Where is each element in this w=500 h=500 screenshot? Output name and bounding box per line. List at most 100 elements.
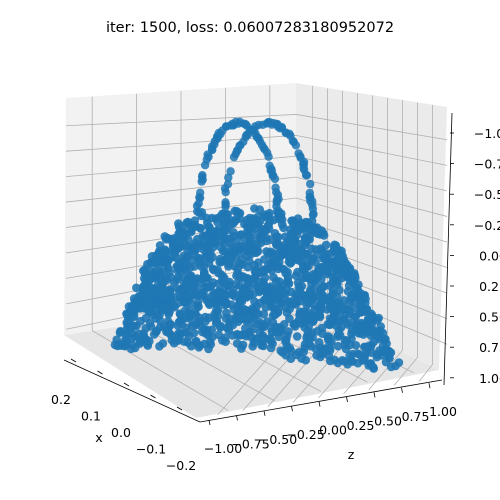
- scatter-point: [387, 348, 396, 357]
- scatter-point: [359, 330, 368, 339]
- z-tick-mark: [264, 411, 265, 416]
- scatter-point: [216, 228, 225, 237]
- scatter-point: [334, 342, 343, 351]
- scatter-point: [278, 348, 287, 357]
- scatter-point: [306, 180, 314, 188]
- scatter-point: [220, 240, 229, 249]
- scatter-point: [216, 213, 225, 222]
- scatter-point: [271, 175, 279, 183]
- scatter-point: [349, 297, 358, 306]
- scatter-point: [183, 291, 192, 300]
- scatter-point: [238, 255, 247, 264]
- scatter-point: [178, 315, 187, 324]
- scatter-point: [339, 315, 348, 324]
- scatter-point: [184, 252, 193, 261]
- scatter-point: [293, 332, 302, 341]
- scatter-point: [189, 284, 198, 293]
- scatter-point: [225, 278, 234, 287]
- scatter-point: [303, 171, 311, 179]
- scatter-point: [232, 243, 241, 252]
- scatter-point: [142, 314, 151, 323]
- scatter-point: [127, 313, 136, 322]
- scatter-point: [150, 268, 159, 277]
- scatter-point: [309, 211, 317, 219]
- scatter-point: [267, 261, 276, 270]
- scatter-point: [172, 336, 181, 345]
- scatter-point: [285, 253, 294, 262]
- scatter-point: [375, 346, 384, 355]
- scatter-point: [382, 358, 391, 367]
- scatter-point: [324, 320, 333, 329]
- scatter-point: [266, 334, 275, 343]
- scatter-point: [275, 277, 284, 286]
- scatter-point: [330, 241, 339, 250]
- scatter-point: [153, 259, 162, 268]
- scatter-point: [292, 300, 301, 309]
- scatter-point: [261, 213, 270, 222]
- scatter-point: [213, 288, 222, 297]
- scatter-point: [127, 322, 136, 331]
- scatter-point: [166, 289, 175, 298]
- scatter-point: [136, 337, 145, 346]
- scatter-point: [272, 328, 281, 337]
- scatter-point: [130, 301, 139, 310]
- scatter-point: [353, 349, 362, 358]
- v-tick-label: −0.50: [474, 187, 500, 202]
- scatter-point: [284, 237, 293, 246]
- scatter-point: [259, 342, 268, 351]
- scatter-point: [192, 337, 201, 346]
- scatter-point: [261, 273, 270, 282]
- scatter-point: [299, 265, 308, 274]
- v-tick-label: −1.00: [474, 126, 500, 141]
- scatter-point: [319, 283, 328, 292]
- scatter-point: [326, 344, 335, 353]
- scatter-point: [230, 305, 239, 314]
- scatter-point: [391, 362, 400, 371]
- scatter-point: [290, 320, 299, 329]
- scatter-point: [299, 348, 308, 357]
- scatter-point: [214, 269, 223, 278]
- scatter-point: [128, 341, 137, 350]
- scatter-point: [166, 320, 175, 329]
- z-tick-mark: [347, 397, 348, 402]
- z-tick-mark: [429, 383, 430, 388]
- scatter-point: [209, 278, 218, 287]
- scatter-point: [325, 333, 334, 342]
- scatter-point: [257, 235, 266, 244]
- v-tick-label: 1.00: [479, 371, 500, 386]
- scatter-point: [283, 308, 292, 317]
- scatter-point: [182, 299, 191, 308]
- scatter-point: [298, 282, 307, 291]
- scatter-point: [202, 214, 211, 223]
- scatter-point: [272, 250, 281, 259]
- scatter-point: [143, 260, 152, 269]
- scatter-point: [176, 267, 185, 276]
- scatter-point: [292, 141, 300, 149]
- scatter-point: [346, 356, 355, 365]
- scatter-point: [296, 257, 305, 266]
- scatter-point: [306, 288, 315, 297]
- scatter-point: [330, 303, 339, 312]
- scatter-point: [165, 268, 174, 277]
- scatter-point: [229, 286, 238, 295]
- scatter-point: [282, 336, 291, 345]
- scatter-point: [352, 319, 361, 328]
- scatter-point: [237, 230, 246, 239]
- x-tick-label: 0.1: [81, 409, 101, 424]
- scatter-point: [173, 292, 182, 301]
- scatter-point: [305, 275, 314, 284]
- scatter-point: [201, 317, 210, 326]
- scatter-point: [242, 306, 251, 315]
- scatter-point: [341, 262, 350, 271]
- scatter-point: [245, 226, 254, 235]
- x-tick-label: 0.0: [111, 425, 131, 440]
- scatter-point: [289, 220, 298, 229]
- scatter-point: [242, 317, 251, 326]
- scatter-point: [345, 341, 354, 350]
- scatter-point: [191, 239, 200, 248]
- scatter-point: [200, 236, 209, 245]
- scatter-point: [272, 233, 281, 242]
- scatter-point: [149, 288, 158, 297]
- scatter-point: [312, 351, 321, 360]
- scatter-point: [216, 323, 225, 332]
